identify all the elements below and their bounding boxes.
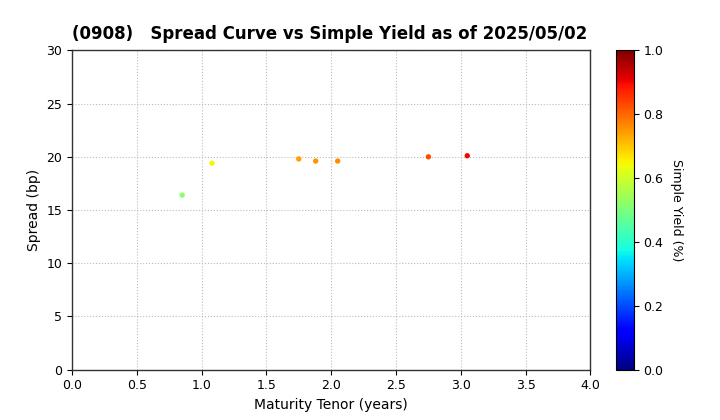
Point: [423, 153, 434, 160]
Point: [206, 160, 217, 167]
Point: [310, 158, 321, 164]
Text: (0908)   Spread Curve vs Simple Yield as of 2025/05/02: (0908) Spread Curve vs Simple Yield as o…: [72, 25, 588, 43]
X-axis label: Maturity Tenor (years): Maturity Tenor (years): [254, 398, 408, 412]
Point: [176, 192, 188, 199]
Point: [462, 152, 473, 159]
Y-axis label: Spread (bp): Spread (bp): [27, 169, 41, 251]
Point: [332, 158, 343, 164]
Y-axis label: Simple Yield (%): Simple Yield (%): [670, 159, 683, 261]
Point: [293, 155, 305, 162]
